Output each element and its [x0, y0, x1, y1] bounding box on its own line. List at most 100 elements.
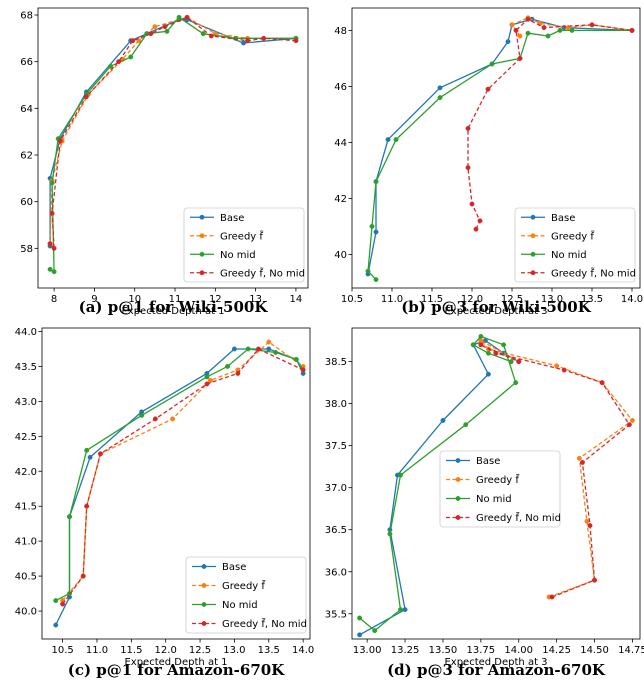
legend-entry-1: Base	[220, 213, 244, 224]
data-point	[385, 137, 391, 143]
data-point	[204, 374, 210, 380]
data-point	[84, 503, 90, 509]
data-point	[293, 38, 299, 44]
data-point	[525, 16, 531, 22]
y-tick-label: 44	[334, 138, 347, 149]
data-point	[629, 27, 635, 33]
x-axis-label: Expected Depth at 3	[444, 306, 547, 317]
y-tick-label: 44.0	[15, 327, 37, 338]
data-point	[557, 27, 563, 33]
x-tick-label: 13.0	[541, 294, 563, 305]
y-tick-label: 42.5	[15, 432, 37, 443]
y-tick-label: 68	[20, 11, 33, 22]
data-point	[592, 577, 597, 583]
x-tick-label: 12.5	[501, 294, 523, 305]
legend-marker	[455, 477, 461, 482]
data-point	[373, 277, 379, 283]
legend-entry-4: Greedy f̃, No mid	[551, 266, 636, 279]
data-point	[83, 94, 89, 100]
data-point	[57, 138, 63, 144]
data-point	[136, 38, 142, 44]
y-tick-label: 35.5	[325, 609, 347, 620]
y-tick-label: 41.0	[15, 537, 37, 548]
data-point	[357, 632, 363, 638]
data-point	[369, 223, 375, 229]
data-point	[516, 359, 522, 365]
legend-entry-3: No mid	[222, 600, 258, 611]
data-point	[162, 24, 168, 30]
data-point	[584, 518, 590, 524]
x-tick-label: 12.0	[155, 645, 177, 656]
data-point	[365, 268, 371, 274]
legend-marker	[199, 251, 205, 257]
x-tick-label: 9	[91, 294, 97, 305]
data-point	[293, 356, 299, 362]
data-point	[245, 38, 251, 44]
data-point	[372, 628, 378, 634]
legend-entry-2: Greedy f̃	[476, 473, 520, 486]
data-point	[489, 61, 495, 67]
y-tick-label: 42.0	[15, 467, 37, 478]
plot-frame	[41, 327, 311, 640]
series-line-3	[359, 335, 517, 632]
data-point	[485, 371, 491, 377]
data-point	[164, 28, 170, 34]
y-tick-label: 38.5	[325, 357, 347, 368]
legend-entry-4: Greedy f̃, No mid	[220, 266, 305, 279]
data-point	[525, 30, 531, 36]
data-point	[300, 367, 306, 373]
data-point	[473, 226, 479, 232]
legend-entry-4: Greedy f̃, No mid	[476, 511, 561, 524]
data-point	[589, 22, 595, 28]
x-tick-label: 13.0	[223, 645, 245, 656]
data-point	[200, 31, 206, 37]
x-tick-label: 13.75	[467, 645, 496, 656]
legend-box	[183, 207, 305, 283]
legend-entry-2: Greedy f̃	[220, 229, 264, 242]
legend: Base Greedy f̃ No mid Greedy f̃, No mid	[183, 207, 305, 283]
x-tick-label: 14.00	[504, 645, 533, 656]
legend-marker	[455, 515, 461, 520]
data-point	[80, 573, 86, 579]
plot-frame	[351, 7, 641, 289]
y-tick-label: 37.5	[325, 441, 347, 452]
data-point	[108, 63, 113, 69]
legend-marker	[530, 251, 536, 257]
data-point	[225, 363, 230, 369]
legend-marker	[201, 602, 207, 607]
data-point	[51, 269, 57, 275]
data-point	[47, 266, 53, 272]
y-tick-label: 48	[334, 26, 347, 37]
data-point	[176, 14, 182, 20]
legend: Base Greedy f̃ No mid Greedy f̃, No mid	[514, 207, 636, 283]
legend: Base Greedy f̃ No mid Greedy f̃, No mid	[185, 556, 307, 634]
data-point	[261, 35, 267, 41]
data-point	[231, 346, 237, 352]
legend-entry-3: No mid	[220, 250, 256, 261]
data-point	[373, 179, 379, 185]
data-point	[477, 218, 483, 224]
data-point	[53, 622, 59, 628]
x-tick-label: 11.0	[381, 294, 403, 305]
x-tick-label: 13.00	[353, 645, 382, 656]
legend-marker	[199, 214, 205, 220]
data-point	[599, 380, 605, 386]
x-axis-label: Expected Depth at 1	[124, 657, 227, 668]
legend-entry-4: Greedy f̃, No mid	[222, 617, 307, 630]
y-tick-label: 58	[20, 244, 33, 255]
data-point	[51, 245, 57, 251]
y-tick-label: 40.0	[15, 607, 37, 618]
data-point	[485, 86, 491, 92]
y-tick-label: 41.5	[15, 502, 37, 513]
y-tick-label: 64	[20, 104, 33, 115]
data-point	[116, 59, 122, 65]
x-tick-label: 13.5	[258, 645, 280, 656]
data-point	[469, 201, 475, 207]
data-point	[478, 342, 484, 348]
data-point	[273, 350, 279, 355]
legend-marker	[530, 214, 536, 220]
data-point	[241, 40, 246, 46]
x-tick-label: 14.0	[621, 294, 643, 305]
data-point	[87, 454, 93, 460]
data-point	[470, 342, 476, 348]
